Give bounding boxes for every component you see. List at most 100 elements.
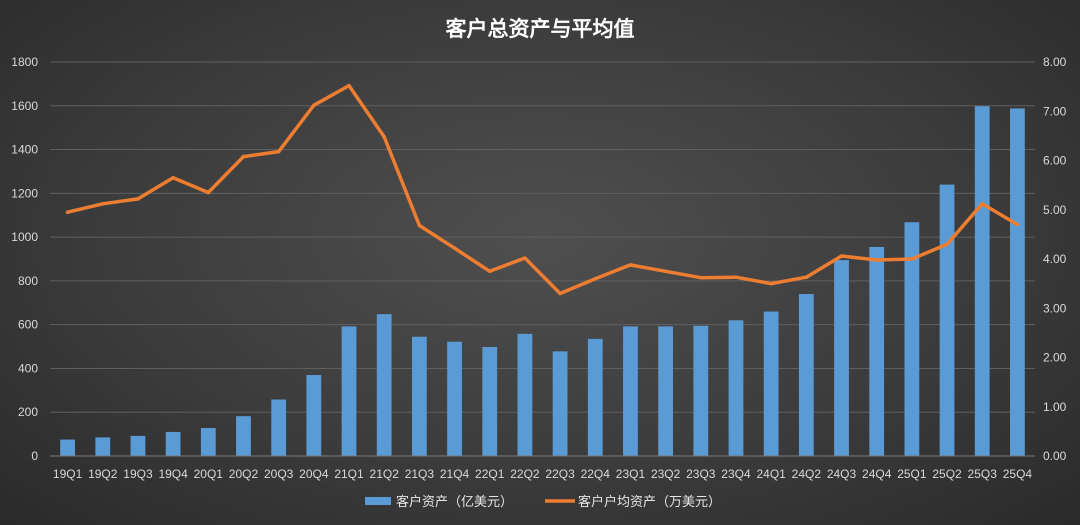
line-point xyxy=(874,258,879,262)
x-tick-label: 25Q3 xyxy=(968,467,998,481)
line-point xyxy=(769,281,773,286)
chart-title: 客户总资产与平均值 xyxy=(446,17,635,41)
line-point xyxy=(100,202,105,206)
x-tick-label: 21Q3 xyxy=(405,467,435,481)
x-axis: 19Q1 19Q2 19Q3 19Q4 20Q1 20Q2 20Q3 20Q4 21Q1 21Q2… xyxy=(50,455,1035,481)
bar xyxy=(271,399,287,456)
x-tick-label: 19Q2 xyxy=(88,467,118,481)
x-tick-label: 21Q4 xyxy=(440,467,470,481)
legend-line-label: 客户户均资产（万美元） xyxy=(578,494,721,509)
bar xyxy=(517,333,533,456)
grid-lines xyxy=(50,61,1035,457)
line-point xyxy=(65,210,70,215)
line-point xyxy=(910,257,914,261)
line-path xyxy=(65,83,1020,296)
x-tick-label: 25Q2 xyxy=(932,467,962,481)
x-tick-label: 22Q2 xyxy=(510,467,540,481)
line-point xyxy=(452,246,457,250)
line-point xyxy=(980,202,985,206)
legend-bar-swatch xyxy=(365,497,391,505)
line-point xyxy=(945,242,949,247)
line-point xyxy=(593,276,598,281)
bar xyxy=(834,260,849,456)
x-tick-label: 24Q2 xyxy=(792,467,822,481)
line-series xyxy=(65,83,1020,296)
y-right-tick-label: 1.00 xyxy=(1043,400,1067,414)
x-tick-label: 19Q4 xyxy=(158,467,188,481)
line-point xyxy=(558,291,562,296)
bar xyxy=(376,314,392,456)
x-tick-label: 22Q4 xyxy=(581,467,611,481)
line-point xyxy=(276,149,281,154)
line-point xyxy=(734,275,738,280)
line-point xyxy=(417,223,422,228)
x-tick-label: 22Q3 xyxy=(545,467,575,481)
bar xyxy=(1010,108,1025,456)
bar xyxy=(482,346,498,456)
bar xyxy=(623,326,638,456)
bar xyxy=(904,222,920,456)
line-point xyxy=(699,275,703,280)
bar xyxy=(869,246,885,456)
bar xyxy=(693,325,709,456)
x-tick-label: 21Q1 xyxy=(334,467,364,481)
line-point xyxy=(347,83,351,88)
bar xyxy=(798,294,814,456)
x-tick-label: 24Q4 xyxy=(862,467,892,481)
y-left-tick-label: 400 xyxy=(18,361,38,375)
x-tick-label: 20Q4 xyxy=(299,467,329,481)
y-left-tick-label: 600 xyxy=(18,318,38,332)
x-tick-label: 20Q1 xyxy=(194,467,224,481)
x-tick-label: 24Q3 xyxy=(827,467,857,481)
bar-series xyxy=(60,106,1025,457)
bar xyxy=(974,106,990,457)
x-tick-label: 24Q1 xyxy=(756,467,786,481)
x-tick-label: 19Q3 xyxy=(123,467,153,481)
bar xyxy=(587,338,603,456)
y-right-tick-label: 7.00 xyxy=(1043,104,1067,118)
x-tick-label: 25Q1 xyxy=(897,467,927,481)
x-tick-label: 22Q1 xyxy=(475,467,505,481)
line-point xyxy=(487,269,492,274)
y-left-tick-label: 1200 xyxy=(11,186,38,200)
y-left-tick-label: 1600 xyxy=(11,99,38,113)
x-tick-label: 20Q3 xyxy=(264,467,294,481)
x-tick-label: 23Q2 xyxy=(651,467,681,481)
bar xyxy=(130,435,146,456)
bar xyxy=(95,437,111,456)
y-left-tick-label: 200 xyxy=(18,405,38,419)
y-right-tick-label: 8.00 xyxy=(1043,55,1067,69)
line-point xyxy=(839,254,844,258)
legend-bar-label: 客户资产（亿美元） xyxy=(396,494,513,509)
line-point xyxy=(1015,222,1020,227)
bar xyxy=(411,336,427,456)
bar xyxy=(763,311,779,456)
line-point xyxy=(523,256,527,260)
legend: 客户资产（亿美元） 客户户均资产（万美元） xyxy=(365,494,721,509)
bar xyxy=(939,184,955,457)
bar xyxy=(200,427,216,456)
bar xyxy=(236,416,251,456)
line-point xyxy=(206,190,211,195)
x-tick-label: 23Q4 xyxy=(721,467,751,481)
y-left-tick-label: 1800 xyxy=(11,55,38,69)
y-right-tick-label: 4.00 xyxy=(1043,252,1067,266)
x-tick-label: 20Q2 xyxy=(229,467,259,481)
x-tick-label: 23Q3 xyxy=(686,467,716,481)
x-tick-label: 21Q2 xyxy=(370,467,400,481)
bar xyxy=(341,326,357,456)
y-right-tick-label: 3.00 xyxy=(1043,301,1067,315)
bar xyxy=(306,375,322,456)
line-point xyxy=(382,135,386,139)
line-point xyxy=(628,263,633,267)
line-point xyxy=(136,197,140,201)
line-point xyxy=(663,269,668,274)
line-point xyxy=(312,103,316,108)
bar xyxy=(165,431,181,456)
y-left-tick-label: 0 xyxy=(31,449,38,463)
bar xyxy=(552,351,568,456)
y-left-tick-label: 800 xyxy=(18,274,38,288)
line-point xyxy=(171,175,175,180)
line-point xyxy=(804,275,809,280)
